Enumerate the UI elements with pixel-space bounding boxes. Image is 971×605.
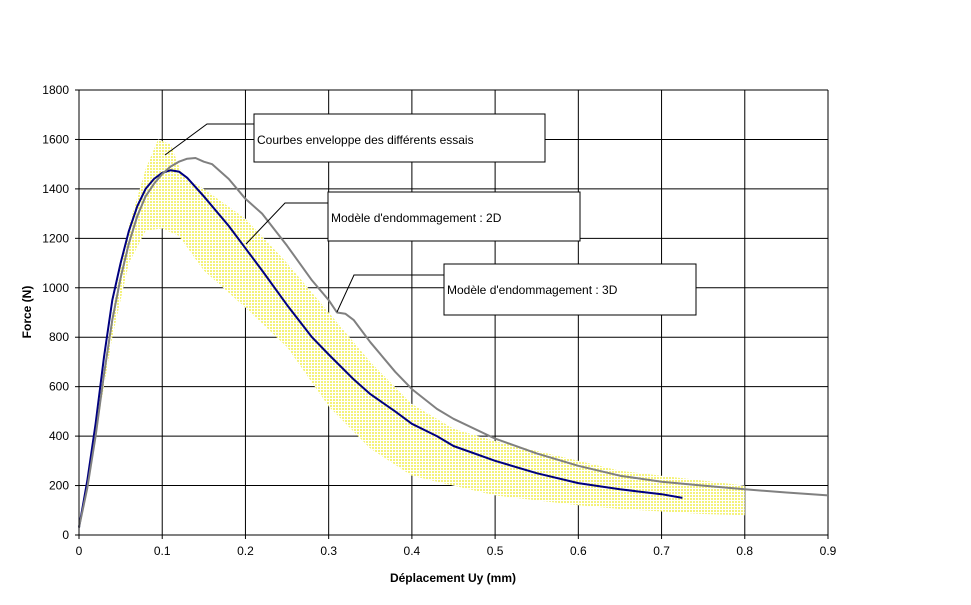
envelope-band-area: [79, 139, 745, 531]
y-tick-label: 800: [49, 330, 69, 344]
envelope-band: [79, 139, 745, 531]
x-tick-label: 0.9: [820, 544, 837, 558]
callout-leader-envelope: [164, 123, 254, 156]
callout-leader-model2d: [245, 202, 328, 245]
y-tick-label: 1200: [42, 231, 69, 245]
series-line-1: [78, 169, 683, 528]
y-tick-label: 200: [49, 479, 69, 493]
callout-box-model2d: [327, 191, 581, 242]
y-tick-label: 0: [62, 528, 69, 542]
callout-label-model2d: Modèle d'endommagement : 2D: [331, 211, 502, 225]
callout-box-model3d: [443, 263, 697, 316]
series-lines: [78, 157, 829, 528]
axes: [75, 89, 829, 539]
x-tick-label: 0.3: [320, 544, 337, 558]
series-line-2: [78, 157, 829, 528]
y-tick-label: 1000: [42, 281, 69, 295]
x-tick-label: 0.1: [154, 544, 171, 558]
callout-label-model3d: Modèle d'endommagement : 3D: [447, 283, 618, 297]
y-axis-title: Force (N): [20, 286, 34, 339]
callout-label-envelope: Courbes enveloppe des différents essais: [257, 133, 474, 147]
x-tick-label: 0.2: [237, 544, 254, 558]
y-tick-label: 600: [49, 380, 69, 394]
x-tick-label: 0.6: [570, 544, 587, 558]
x-axis-title: Déplacement Uy (mm): [390, 571, 516, 585]
tick-labels: 0 200 400 600 800 1000 1200 1400 1600 1800 0 0.1 0.2…: [42, 83, 836, 558]
x-tick-label: 0: [76, 544, 83, 558]
y-tick-label: 1800: [42, 83, 69, 97]
y-tick-label: 1400: [42, 182, 69, 196]
callouts: Courbes enveloppe des différents essais M…: [164, 113, 697, 316]
callout-box-envelope: [253, 113, 546, 163]
x-tick-label: 0.8: [736, 544, 753, 558]
x-tick-label: 0.7: [653, 544, 670, 558]
x-tick-label: 0.4: [404, 544, 421, 558]
x-tick-label: 0.5: [487, 544, 504, 558]
callout-leader-model3d: [336, 274, 444, 313]
y-tick-label: 400: [49, 429, 69, 443]
y-tick-label: 1600: [42, 132, 69, 146]
